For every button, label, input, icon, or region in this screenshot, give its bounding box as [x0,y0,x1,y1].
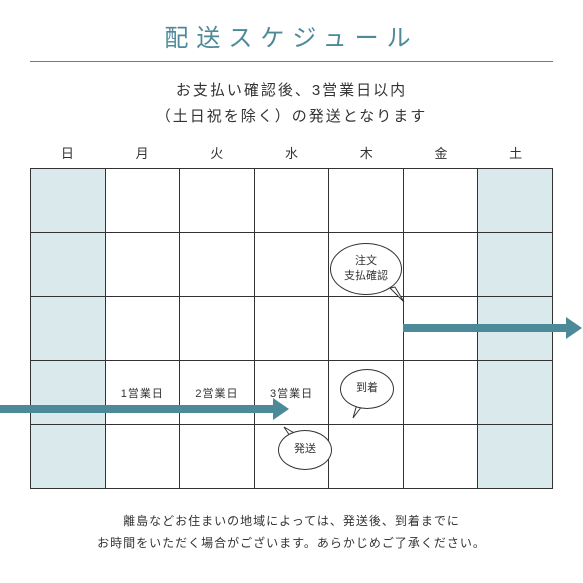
bubble-order: 注文 支払確認 [330,243,402,295]
calendar-cell: 2営業日 [180,361,255,425]
day-labels-row: 日 月 火 水 木 金 土 [30,143,553,168]
calendar-cell [329,169,404,233]
calendar-cell [478,425,553,489]
page-title: 配送スケジュール [0,0,583,61]
bubble-order-tail [388,286,406,304]
calendar-cell [180,425,255,489]
calendar-row [30,169,553,233]
calendar-cell [30,233,106,297]
calendar-cell [106,169,181,233]
calendar-cell [106,233,181,297]
arrow-top [403,324,568,332]
calendar-cell [255,297,330,361]
calendar-cell [404,425,479,489]
bubble-ship: 発送 [278,430,332,470]
calendar-cell: 1営業日 [106,361,181,425]
calendar-grid: 1営業日 2営業日 3営業日 注文 支払確認 到着 発送 [30,168,553,489]
day-label: 日 [30,143,105,168]
subtitle-line2: （土日祝を除く）の発送となります [156,108,428,125]
calendar-row [30,233,553,297]
calendar-cell: 3営業日 [255,361,330,425]
calendar-cell [404,361,479,425]
bubble-arrive: 到着 [340,369,394,409]
subtitle: お支払い確認後、3営業日以内 （土日祝を除く）の発送となります [0,62,583,143]
footer-note: 離島などお住まいの地域によっては、発送後、到着までに お時間をいただく場合がござ… [0,489,583,554]
calendar-cell [329,297,404,361]
subtitle-line1: お支払い確認後、3営業日以内 [176,82,407,99]
calendar-cell [30,425,106,489]
day-label: 金 [404,143,479,168]
calendar-cell [106,425,181,489]
calendar-cell [478,169,553,233]
calendar: 日 月 火 水 木 金 土 [30,143,553,489]
calendar-cell [329,425,404,489]
calendar-cell [478,233,553,297]
day-label: 木 [329,143,404,168]
calendar-cell [30,169,106,233]
calendar-cell [404,169,479,233]
day-label: 水 [254,143,329,168]
calendar-cell [478,361,553,425]
calendar-cell [30,297,106,361]
calendar-cell [255,169,330,233]
footer-line2: お時間をいただく場合がございます。あらかじめご了承ください。 [97,536,486,550]
calendar-cell [30,361,106,425]
day-label: 月 [105,143,180,168]
day-label: 土 [478,143,553,168]
calendar-cell [404,233,479,297]
calendar-cell [255,233,330,297]
calendar-cell [106,297,181,361]
arrow-bottom [0,405,275,413]
calendar-row: 1営業日 2営業日 3営業日 [30,361,553,425]
footer-line1: 離島などお住まいの地域によっては、発送後、到着までに [123,514,460,528]
day-label: 火 [179,143,254,168]
calendar-cell [180,233,255,297]
calendar-cell [180,297,255,361]
calendar-cell [180,169,255,233]
